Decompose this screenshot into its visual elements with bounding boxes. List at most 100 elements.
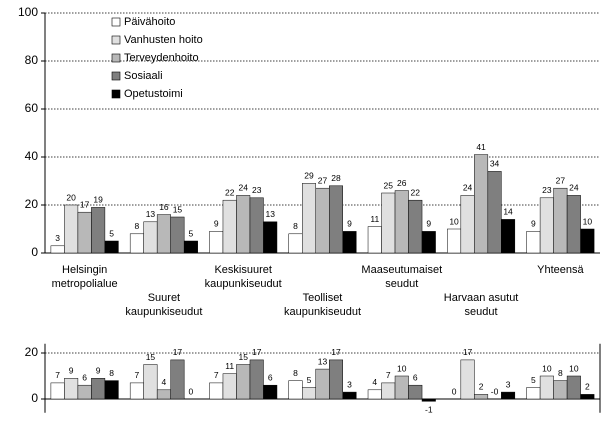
bar <box>342 231 357 254</box>
value-label: 29 <box>304 171 314 181</box>
bar <box>447 228 462 254</box>
value-label: 17 <box>331 347 341 357</box>
bar <box>249 197 264 254</box>
x-tick-label: kaupunkiseudut <box>205 278 282 290</box>
bar <box>222 373 237 400</box>
value-label: 5 <box>531 375 536 385</box>
value-label: 26 <box>397 178 407 188</box>
value-label: 20 <box>66 192 76 202</box>
bar <box>342 391 357 400</box>
bar <box>408 199 423 254</box>
value-label: 2 <box>479 382 484 392</box>
bar <box>394 375 409 400</box>
bar <box>381 192 396 254</box>
bar <box>526 231 541 254</box>
bar <box>408 384 423 400</box>
value-label: 4 <box>162 377 167 387</box>
value-label: 41 <box>476 142 486 152</box>
bar <box>474 154 489 254</box>
value-label: 9 <box>214 219 219 229</box>
bar <box>566 195 581 254</box>
x-tick-label: kaupunkiseudut <box>284 306 361 318</box>
value-label: 15 <box>238 352 248 362</box>
value-label: -0 <box>491 386 499 396</box>
value-label: 0 <box>189 386 194 396</box>
value-label: 10 <box>569 363 579 373</box>
value-label: 5 <box>189 228 194 238</box>
value-label: 3 <box>506 379 511 389</box>
value-label: 11 <box>225 361 234 371</box>
bar <box>209 382 224 400</box>
value-label: 17 <box>80 199 90 209</box>
value-label: 6 <box>413 372 418 382</box>
value-label: 5 <box>109 228 114 238</box>
bar <box>474 394 489 400</box>
value-label: 8 <box>293 368 298 378</box>
legend-swatch <box>111 17 121 27</box>
x-tick-label: Suuret <box>148 292 180 304</box>
bar <box>553 187 568 254</box>
value-label: -1 <box>425 405 433 415</box>
bar <box>77 211 92 254</box>
bar <box>263 221 278 254</box>
bar <box>580 228 595 254</box>
bar <box>539 197 554 254</box>
value-label: 7 <box>135 370 140 380</box>
bar <box>64 378 79 400</box>
value-label: 13 <box>146 209 156 219</box>
x-tick-label: Teolliset <box>303 292 343 304</box>
value-label: 25 <box>384 180 394 190</box>
bar <box>501 391 516 400</box>
bar <box>143 221 158 254</box>
bar <box>329 359 343 400</box>
bar <box>236 195 251 254</box>
x-tick-label: Helsingin <box>62 264 107 276</box>
value-label: 9 <box>96 366 101 376</box>
value-label: 22 <box>411 187 421 197</box>
bar <box>91 378 106 400</box>
bar <box>394 190 409 254</box>
value-label: 3 <box>55 233 60 243</box>
value-label: 8 <box>558 368 563 378</box>
bar <box>156 214 171 254</box>
bar <box>143 364 158 400</box>
value-label: 27 <box>318 175 328 185</box>
value-label: 10 <box>542 363 552 373</box>
value-label: 6 <box>268 372 273 382</box>
bar <box>104 240 119 254</box>
value-label: 24 <box>463 183 473 193</box>
bar <box>487 171 502 254</box>
value-label: 23 <box>542 185 552 195</box>
bar <box>91 207 106 254</box>
value-label: 28 <box>331 173 341 183</box>
y-tick-label: 100 <box>18 5 38 19</box>
y-tick-label: 60 <box>25 101 39 115</box>
legend-swatch <box>111 35 121 45</box>
y-tick-label: 20 <box>25 345 39 359</box>
x-tick-label: seudut <box>385 278 418 290</box>
bar <box>170 359 185 400</box>
legend-label: Päivähoito <box>124 16 175 28</box>
bar <box>129 382 144 400</box>
bar <box>288 233 303 254</box>
bar <box>263 384 278 400</box>
value-label: 17 <box>252 347 262 357</box>
value-label: 15 <box>146 352 156 362</box>
y-tick-label: 0 <box>31 391 38 405</box>
value-label: 6 <box>82 372 87 382</box>
value-label: 5 <box>307 375 312 385</box>
value-label: 15 <box>173 204 183 214</box>
x-tick-label: Maaseutumaiset <box>361 264 442 276</box>
bar <box>367 389 382 400</box>
x-tick-label: Yhteensä <box>537 264 584 276</box>
bar <box>302 183 316 254</box>
bar <box>302 387 316 400</box>
value-label: 8 <box>135 221 140 231</box>
bar <box>501 219 516 254</box>
bar <box>315 368 330 400</box>
bar <box>236 364 251 400</box>
legend-swatch <box>111 53 121 63</box>
value-label: 7 <box>214 370 219 380</box>
bar <box>329 185 343 254</box>
